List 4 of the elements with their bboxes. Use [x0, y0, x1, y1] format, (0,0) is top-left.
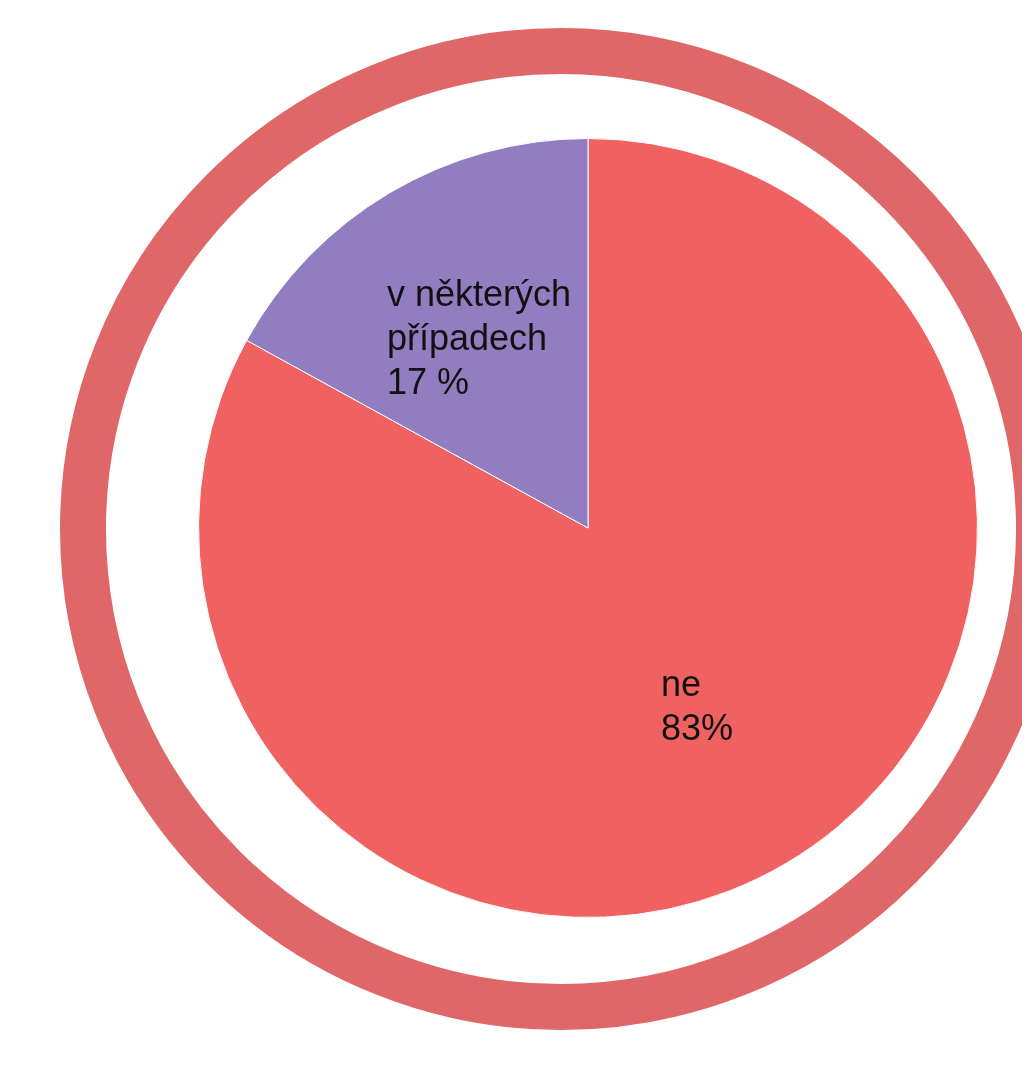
data-label: 83% — [661, 707, 734, 749]
slice-label: v některých případech — [386, 272, 571, 358]
slice-label: ne — [661, 663, 702, 705]
data-label: 17 % — [386, 360, 469, 402]
